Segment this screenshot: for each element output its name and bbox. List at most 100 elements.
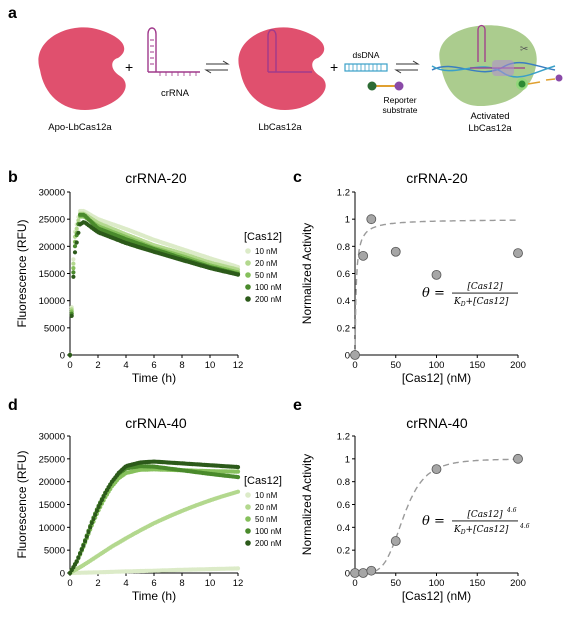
series-200-nM [67,220,241,358]
data-point [99,497,104,503]
activated-cas12a-shape [439,25,537,106]
equation-numerator: [Cas12] [467,510,503,520]
data-point [390,246,401,257]
data-point [98,501,103,506]
data-point [366,214,377,225]
data-point [69,313,74,318]
y-tick-label: 10000 [39,296,65,307]
legend-entry: 50 nM [255,271,278,280]
data-point [88,525,93,530]
lbcas12a-crrna [267,29,312,73]
chart-d: 0 5000 10000 15000 20000 25000 30000 0 2 4 6 8 10 12 c… [15,415,282,603]
legend-entry: 20 nM [255,259,278,268]
crrna-graphic [147,27,200,76]
legend-marker [245,296,251,302]
y-tick-label: 1 [345,454,350,465]
legend-marker [245,504,251,510]
fit-curve [354,219,518,356]
reporter-label-2: substrate [383,105,418,115]
y-tick-label: 20000 [39,242,65,253]
legend-entry: 200 nM [255,539,282,548]
panel-letter-a: a [8,5,17,22]
data-point [96,504,101,510]
equation-exponent: 4.6 [506,507,517,514]
data-point [71,266,76,271]
x-tick-label: 10 [205,578,216,589]
x-tick-label: 200 [510,360,526,371]
y-tick-label: 25000 [39,215,65,226]
legend-title: [Cas12] [244,475,282,487]
legend-marker [245,540,251,546]
data-point [74,226,79,231]
equation: θ = [Cas12] KD+[Cas12] [422,282,518,308]
legend-marker [245,248,251,254]
y-tick-label: 0.2 [337,546,350,557]
data-point [74,240,79,245]
y-axis-label: Normalized Activity [300,223,314,324]
chart-e: 0 0.2 0.4 0.6 0.8 1 1.2 0 50 100 150 200 crRNA-40 [Ca… [300,415,530,603]
legend-title: [Cas12] [244,231,282,243]
data-point [71,274,76,279]
data-point [235,272,241,277]
x-tick-label: 50 [390,578,401,589]
y-tick-label: 0.4 [337,296,350,307]
y-tick-label: 0.8 [337,477,350,488]
data-point [350,568,360,578]
series-20-nM [67,211,241,358]
equation-lhs: θ = [422,286,445,301]
legend: [Cas12] 10 nM 20 nM 50 nM 100 nM 200 nM [244,475,282,548]
equilibrium-arrow-2 [394,60,420,74]
apo-label: Apo-LbCas12a [48,122,112,133]
series-200-nM [67,459,241,576]
x-tick-label: 2 [95,360,100,371]
plus-2: + [330,59,338,75]
y-tick-label: 20000 [39,477,65,488]
data-point [76,230,81,235]
x-tick-label: 8 [179,360,184,371]
equation-exponent: 4.6 [519,523,530,530]
y-tick-label: 5000 [44,546,65,557]
reporter-graphic [367,81,404,91]
series-20-nM [67,489,241,576]
activated-complex: ✂ [431,24,556,78]
data-point [513,453,523,464]
chart-title: crRNA-40 [125,415,187,431]
reporter-label-1: Reporter [383,95,416,105]
series-100-nM [67,212,241,358]
x-tick-label: 50 [390,360,401,371]
x-tick-label: 200 [510,578,526,589]
y-tick-label: 1.2 [337,188,350,199]
y-axis-label: Normalized Activity [300,454,314,555]
y-axis-label: Fluorescence (RFU) [15,450,29,558]
legend: [Cas12] 10 nM 20 nM 50 nM 100 nM 200 nM [244,231,282,304]
data-point [79,547,84,552]
data-point [72,244,78,249]
plus-1: + [125,59,133,75]
y-tick-label: 15000 [39,500,65,511]
y-tick-label: 1 [345,215,350,226]
equation-denominator: KD+[Cas12] [453,525,509,536]
y-tick-label: 0 [60,351,65,362]
x-tick-label: 2 [95,578,100,589]
series-50-nM [67,214,241,358]
equation-numerator: [Cas12] [467,282,503,292]
y-tick-label: 30000 [39,432,65,443]
x-tick-label: 4 [123,578,128,589]
legend-marker [245,528,251,534]
data-point [358,568,369,578]
y-tick-label: 0.2 [337,323,350,334]
x-tick-label: 12 [233,360,244,371]
x-tick-label: 0 [67,578,72,589]
chart-b: 0 5000 10000 15000 20000 25000 30000 0 2 4 6 8 10 12 c… [15,170,282,385]
data-point [71,261,76,266]
chart-title: crRNA-20 [406,170,468,186]
data-point [76,555,81,560]
data-point [235,489,241,494]
legend-marker [245,516,251,522]
lbcas12a-shape [238,27,326,111]
x-axis-label: [Cas12] (nM) [402,371,471,385]
chart-title: crRNA-20 [125,170,187,186]
data-point [84,534,89,539]
x-tick-label: 0 [352,578,357,589]
panel-letter-e: e [293,397,302,414]
